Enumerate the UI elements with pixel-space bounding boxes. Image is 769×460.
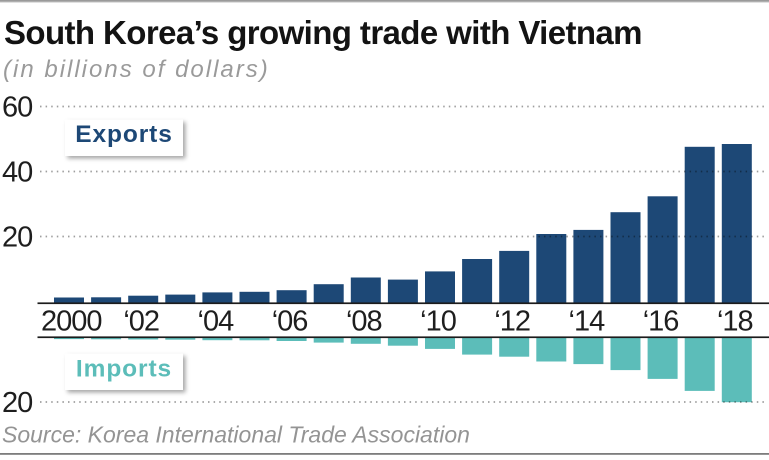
svg-text:‘10: ‘10	[420, 306, 456, 338]
svg-text:Exports: Exports	[75, 121, 173, 148]
svg-text:‘02: ‘02	[123, 306, 159, 338]
svg-text:Source: Korea International Tr: Source: Korea International Trade Associ…	[2, 422, 470, 448]
svg-text:‘06: ‘06	[272, 306, 308, 338]
svg-text:‘08: ‘08	[346, 306, 382, 338]
svg-text:‘12: ‘12	[494, 306, 530, 338]
svg-text:60: 60	[2, 92, 32, 124]
svg-text:2000: 2000	[41, 306, 102, 338]
svg-text:‘14: ‘14	[569, 306, 606, 338]
svg-text:Imports: Imports	[76, 356, 172, 383]
svg-text:40: 40	[2, 157, 32, 189]
svg-text:(in billions of dollars): (in billions of dollars)	[3, 56, 270, 83]
svg-text:South Korea’s growing trade wi: South Korea’s growing trade with Vietnam	[4, 14, 642, 51]
svg-text:‘04: ‘04	[198, 306, 235, 338]
svg-text:20: 20	[2, 222, 32, 254]
svg-text:‘16: ‘16	[643, 306, 679, 338]
svg-text:20: 20	[2, 387, 32, 419]
svg-text:‘18: ‘18	[717, 306, 753, 338]
